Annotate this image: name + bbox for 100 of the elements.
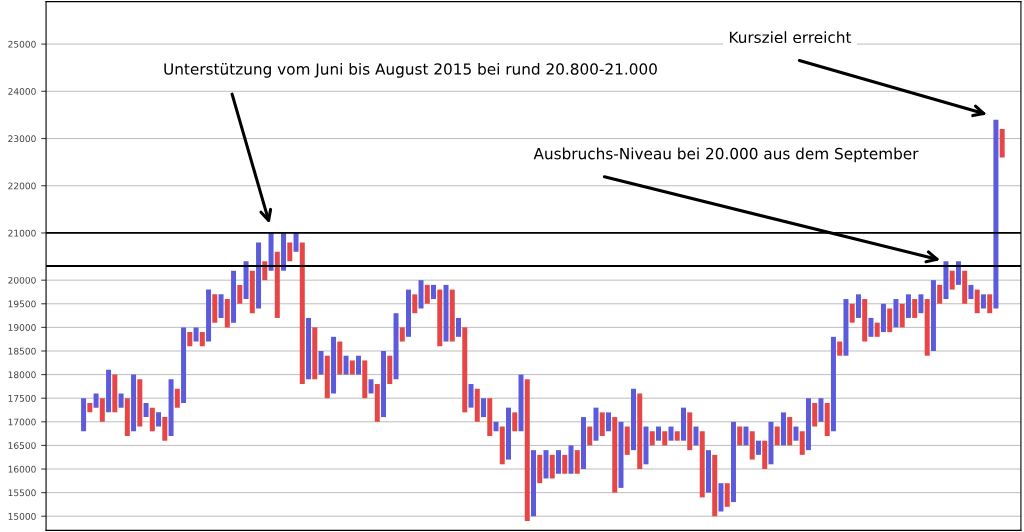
bar: [755, 440, 761, 455]
bar: [980, 294, 986, 309]
bar: [824, 402, 830, 436]
bar: [805, 398, 811, 451]
bar: [512, 412, 518, 432]
bar: [118, 393, 124, 408]
bar: [943, 261, 949, 300]
bar: [312, 327, 318, 380]
y-tick-label: 16500: [8, 442, 36, 449]
bar: [993, 119, 999, 309]
bar: [949, 270, 955, 290]
bar: [162, 417, 168, 441]
bar: [643, 426, 649, 465]
bar: [256, 242, 262, 309]
bar: [318, 350, 324, 375]
bar: [281, 232, 287, 271]
bar: [418, 280, 424, 309]
bar: [968, 284, 974, 300]
bar: [955, 261, 961, 285]
bar: [680, 407, 686, 441]
bar: [193, 327, 199, 342]
y-tick-label: 17500: [8, 394, 36, 402]
bar: [918, 294, 924, 314]
bar: [187, 332, 193, 347]
bar: [774, 426, 780, 446]
bar: [493, 421, 499, 432]
bar: [830, 336, 836, 432]
bar: [506, 407, 512, 460]
bar: [849, 303, 855, 323]
bar: [481, 398, 487, 418]
bar: [212, 294, 218, 323]
y-tick-label: 24000: [8, 88, 36, 95]
annotation: Ausbruchs-Niveau bei 20.000 aus dem September: [533, 147, 919, 163]
bar: [331, 336, 337, 394]
bar: [374, 384, 380, 422]
bar: [399, 327, 405, 342]
annotation: Kursziel erreicht: [729, 31, 852, 44]
bar: [106, 369, 112, 413]
bar: [687, 412, 693, 451]
bar: [574, 450, 580, 474]
bar: [499, 426, 505, 465]
bar: [962, 270, 968, 304]
bar: [868, 317, 874, 337]
y-tick-label: 18500: [8, 347, 36, 355]
bar: [843, 299, 849, 356]
bar: [587, 426, 593, 446]
y-tick-label: 23000: [8, 135, 36, 143]
bar: [293, 232, 299, 252]
bar: [237, 284, 243, 304]
bar: [924, 299, 930, 356]
bar: [174, 388, 180, 408]
bar: [556, 450, 561, 474]
bar: [999, 129, 1005, 158]
y-tick-label: 20000: [8, 276, 36, 284]
bar: [87, 402, 93, 413]
bar: [537, 454, 543, 484]
bar: [549, 454, 555, 479]
bar: [930, 280, 936, 351]
bar: [818, 398, 824, 422]
bar: [887, 308, 893, 333]
bar: [712, 454, 718, 517]
bar: [112, 374, 118, 413]
bar: [518, 374, 524, 432]
y-tick-label: 21000: [8, 229, 36, 237]
bar: [618, 421, 624, 488]
y-tick-label: 19500: [8, 300, 36, 308]
bar: [356, 355, 362, 375]
y-tick-label: 15500: [8, 489, 36, 497]
bar: [912, 299, 918, 318]
bar: [306, 317, 312, 380]
bar: [718, 483, 724, 512]
y-tick-label: 18000: [8, 371, 36, 379]
bar: [624, 426, 630, 455]
bar: [81, 398, 87, 432]
bar: [524, 379, 530, 521]
bar: [880, 303, 886, 333]
bar: [762, 440, 768, 470]
bar: [749, 431, 755, 460]
bar: [449, 289, 455, 342]
bar: [649, 431, 655, 446]
bar: [987, 294, 993, 314]
bar: [368, 379, 374, 394]
y-tick-label: 15000: [8, 512, 36, 520]
bar: [605, 412, 611, 432]
bar: [655, 426, 661, 441]
bar: [324, 355, 330, 399]
bar: [568, 445, 574, 474]
bar: [793, 426, 799, 441]
bar: [937, 284, 943, 304]
bar: [299, 242, 305, 385]
bar: [812, 402, 818, 427]
bar: [737, 426, 743, 446]
bar: [874, 322, 880, 337]
bar: [487, 398, 493, 436]
bar: [362, 360, 368, 399]
bar: [437, 289, 443, 347]
bar: [562, 454, 568, 474]
bar: [274, 251, 280, 318]
bar: [699, 431, 705, 498]
bar: [974, 289, 980, 314]
